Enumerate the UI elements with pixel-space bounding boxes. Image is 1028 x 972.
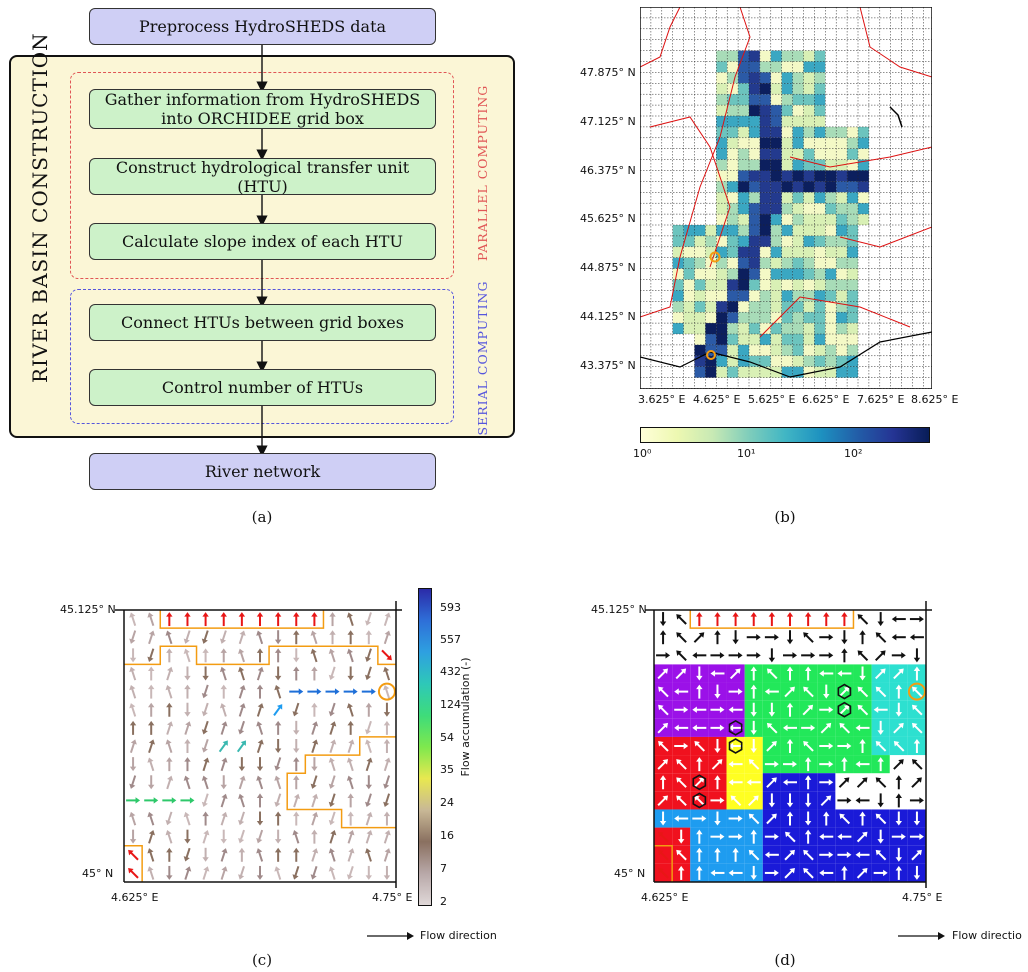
lon-tick: 5.625° E: [748, 393, 796, 406]
step-control-number-box: Control number of HTUs: [89, 369, 436, 406]
hexagon-marker: [837, 683, 852, 700]
outlet-marker: [907, 682, 926, 701]
lat-tick: 47.125° N: [580, 115, 636, 128]
step-gather-box: Gather information from HydroSHEDS into …: [89, 89, 436, 129]
colorbar-tick: 557: [440, 633, 461, 646]
lon-tick: 4.625° E: [641, 891, 689, 904]
hexagon-marker: [728, 738, 743, 754]
colorbar-tick: 54: [440, 731, 454, 744]
caption-c: (c): [251, 951, 273, 969]
basin-construction-title: RIVER BASIN CONSTRUCTION: [28, 32, 52, 383]
lat-tick: 43.375° N: [580, 359, 636, 372]
colorbar-tick: 7: [440, 862, 447, 875]
lon-tick: 7.625° E: [857, 393, 905, 406]
preprocess-box: Preprocess HydroSHEDS data: [89, 8, 436, 45]
colorbar-tick: 2: [440, 895, 447, 908]
lat-tick: 47.875° N: [580, 66, 636, 79]
colorbar-tick: 10²: [844, 447, 863, 460]
colorbar-tick: 24: [440, 796, 454, 809]
hexagon-marker: [728, 719, 743, 736]
step-connect-htus-box: Connect HTUs between grid boxes: [89, 304, 436, 341]
lat-tick: 45.625° N: [580, 212, 636, 225]
parallel-computing-label: PARALLEL COMPUTING: [475, 84, 490, 261]
flow-direction-legend-arrow: [367, 932, 414, 940]
colorbar-label: Flow accumulation (-): [459, 657, 472, 777]
lon-tick: 4.625° E: [693, 393, 741, 406]
colorbar-tick: 593: [440, 601, 461, 614]
river-network-box: River network: [89, 453, 436, 490]
colorbar-tick: 35: [440, 763, 454, 776]
lon-tick: 4.75° E: [372, 891, 413, 904]
hexagon-marker: [837, 701, 852, 718]
colorbar-tick: 10⁰: [633, 447, 652, 460]
lon-tick: 8.625° E: [911, 393, 959, 406]
colorbar-tick: 432: [440, 665, 461, 678]
colorbar: [640, 427, 930, 443]
flow-direction-grid: [115, 601, 402, 888]
caption-d: (d): [774, 951, 796, 969]
hexagon-marker: [692, 774, 707, 791]
hexagon-marker: [692, 792, 707, 809]
lat-tick: 46.375° N: [580, 164, 636, 177]
lon-tick: 4.75° E: [902, 891, 943, 904]
accumulation-map: [640, 7, 932, 389]
lat-tick: 45.125° N: [591, 603, 647, 616]
colorbar-tick: 16: [440, 829, 454, 842]
lat-tick: 45° N: [614, 867, 646, 880]
colorbar-tick: 10¹: [737, 447, 756, 460]
lon-tick: 4.625° E: [111, 891, 159, 904]
caption-a: (a): [251, 508, 273, 526]
flow-direction-legend-arrow: [898, 932, 945, 940]
outlet-marker: [706, 350, 716, 360]
flow-direction-legend: Flow directio: [952, 929, 1022, 942]
outlet-marker: [377, 682, 396, 701]
lat-tick: 44.875° N: [580, 261, 636, 274]
step-construct-htu-box: Construct hydrological transfer unit (HT…: [89, 158, 436, 196]
flow-direction-legend: Flow direction: [420, 929, 497, 942]
lat-tick: 45.125° N: [60, 603, 116, 616]
caption-b: (b): [774, 508, 796, 526]
lat-tick: 45° N: [82, 867, 114, 880]
lon-tick: 3.625° E: [638, 393, 686, 406]
accumulation-colorbar: [418, 588, 432, 906]
outlet-marker: [709, 251, 721, 263]
lat-tick: 44.125° N: [580, 310, 636, 323]
subbasin-grid: [645, 601, 932, 888]
serial-computing-label: SERIAL COMPUTING: [475, 280, 490, 436]
flow-arrows: [256, 45, 268, 457]
colorbar-tick: 124: [440, 698, 461, 711]
step-slope-index-box: Calculate slope index of each HTU: [89, 223, 436, 260]
lon-tick: 6.625° E: [802, 393, 850, 406]
